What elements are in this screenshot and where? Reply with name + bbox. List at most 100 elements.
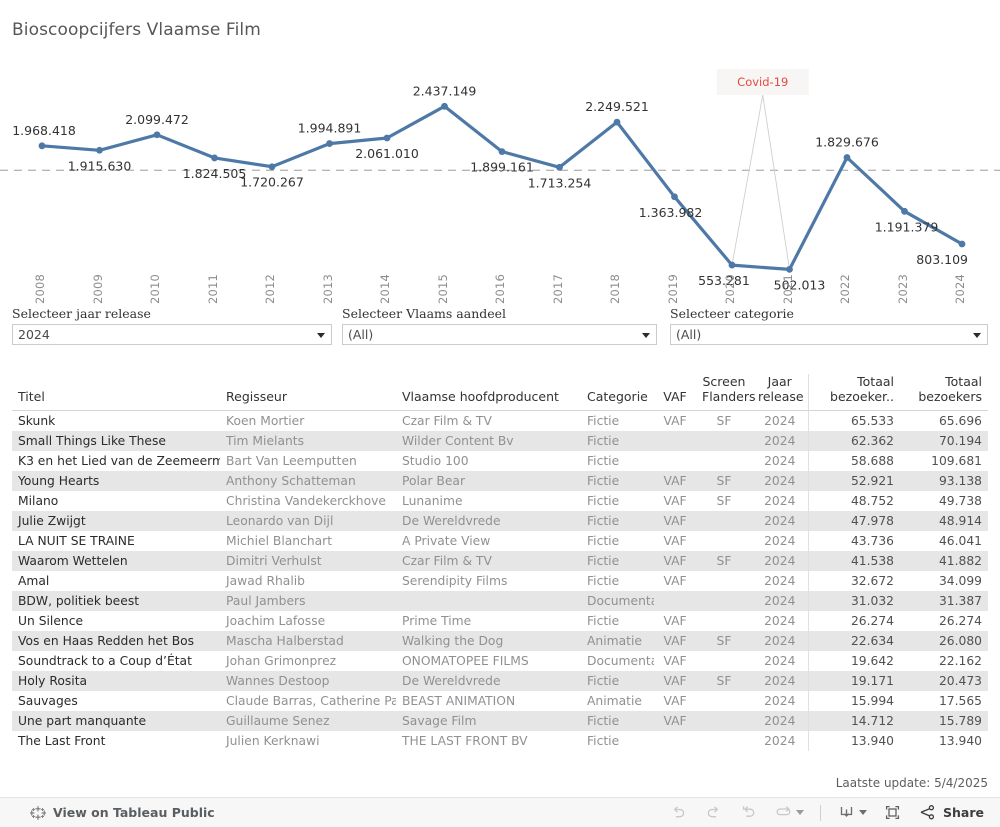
revert-button[interactable] [739,803,758,822]
cell-totaal-bezoekers: 49.738 [938,494,982,508]
cell-regisseur: Johan Grimonprez [226,654,337,668]
table-row[interactable]: Young Hearts Anthony Schatteman Polar Bear… [12,471,988,491]
cell-screen-flanders: SF [716,414,732,428]
filter-vlaams-aandeel-dropdown[interactable]: (All) [342,324,657,345]
table-row[interactable]: LA NUIT SE TRAINE Michiel Blanchart A Priv… [12,531,988,551]
cell-vaf [654,731,696,751]
table-row[interactable]: Soundtrack to a Coup d’État Johan Grimonp… [12,651,988,671]
refresh-button[interactable] [774,803,805,822]
cell-jaar-release: 2024 [764,694,796,708]
cell-titel: Une part manquante [12,711,220,731]
col-header-screen-flanders[interactable]: Screen Flanders [696,374,756,411]
x-axis-tick-2022: 2022 [838,273,852,304]
cell-categorie: Fictie [587,734,620,748]
col-header-vaf[interactable]: VAF [654,374,696,411]
table-row[interactable]: Une part manquante Guillaume Senez Savage … [12,711,988,731]
cell-totaal-bezoekers-trunc: 47.978 [807,511,900,531]
col-header-totaal-bezoekers-trunc[interactable]: Totaal bezoeker.. [807,374,900,411]
cell-titel: Vos en Haas Redden het Bos [12,631,220,651]
caret-down-icon[interactable] [796,810,805,815]
cell-totaal-bezoekers: 93.138 [900,471,988,491]
undo-button[interactable] [669,803,688,822]
cell-vaf [654,591,696,611]
cell-totaal-bezoekers: 17.565 [938,694,982,708]
table-row[interactable]: Skunk Koen Mortier Czar Film & TV Fictie VAF… [12,410,988,431]
cell-totaal-bezoekers-trunc: 13.940 [807,731,900,751]
cell-titel: BDW, politiek beest [12,591,220,611]
table-row[interactable]: Milano Christina Vandekerckhove Lunanime Fi… [12,491,988,511]
cell-regisseur: Joachim Lafosse [226,614,326,628]
cell-jaar-release: 2024 [764,614,796,628]
cell-totaal-bezoekers: 22.162 [938,654,982,668]
svg-text:2.437.149: 2.437.149 [413,83,477,98]
cell-totaal-bezoekers: 31.387 [900,591,988,611]
cell-vaf [654,431,696,451]
svg-text:1.720.267: 1.720.267 [240,175,304,190]
last-update-text: Laatste update: 5/4/2025 [835,776,988,790]
redo-button[interactable] [704,803,723,822]
cell-totaal-bezoekers-trunc: 48.752 [807,491,900,511]
cell-categorie: Fictie [581,431,654,451]
col-header-jaar-release[interactable]: Jaar release [752,374,808,411]
share-button[interactable]: Share [918,803,984,822]
table-row[interactable]: Julie Zwijgt Leonardo van Dijl De Wereldvr… [12,511,988,531]
tableau-logo-icon [30,805,46,821]
cell-totaal-bezoekers-trunc: 65.533 [807,410,900,431]
cell-categorie: Fictie [587,574,620,588]
cell-totaal-bezoekers: 13.940 [938,734,982,748]
col-header-totaal-bezoekers[interactable]: Totaal bezoekers [900,374,988,411]
cell-jaar-release: 2024 [752,431,808,451]
cell-producent: BEAST ANIMATION [402,694,516,708]
table-row[interactable]: Vos en Haas Redden het Bos Mascha Halbers… [12,631,988,651]
cell-producent: Serendipity Films [402,574,508,588]
cell-titel: Holy Rosita [12,671,220,691]
table-row[interactable]: K3 en het Lied van de Zeemeermin Bart Van… [12,451,988,471]
x-axis-tick-2011: 2011 [205,273,220,304]
cell-categorie: Fictie [587,494,620,508]
cell-totaal-bezoekers: 26.274 [938,614,982,628]
cell-totaal-bezoekers-trunc: 19.171 [807,671,900,691]
x-axis-tick-2017: 2017 [550,273,565,304]
cell-categorie: Fictie [587,454,620,468]
fullscreen-button[interactable] [883,803,902,822]
cell-screen-flanders [696,531,752,551]
cell-jaar-release: 2024 [752,511,808,531]
cell-totaal-bezoekers-trunc: 14.712 [807,711,900,731]
cell-vaf: VAF [654,511,696,531]
table-row[interactable]: Sauvages Claude Barras, Catherine Paillé B… [12,691,988,711]
share-icon [918,803,937,822]
filter-categorie-dropdown[interactable]: (All) [670,324,988,345]
cell-jaar-release: 2024 [764,734,796,748]
table-row[interactable]: The Last Front Julien Kerknawi THE LAST FR… [12,731,988,751]
cell-regisseur: Michiel Blanchart [226,534,333,548]
cell-titel: Waarom Wettelen [12,551,220,571]
table-row[interactable]: Small Things Like These Tim Mielants Wilde… [12,431,988,451]
table-row[interactable]: Un Silence Joachim Lafosse Prime Time Ficti… [12,611,988,631]
filter-categorie: Selecteer categorie (All) [670,306,988,345]
svg-text:1.994.891: 1.994.891 [298,121,362,136]
cell-jaar-release: 2024 [764,414,796,428]
download-icon [837,803,856,822]
cell-totaal-bezoekers: 48.914 [900,511,988,531]
svg-text:803.109: 803.109 [916,252,968,267]
chevron-down-icon [973,332,981,338]
col-header-titel[interactable]: Titel [12,374,220,411]
filter-categorie-value: (All) [676,327,702,342]
view-on-tableau-public-button[interactable]: View on Tableau Public [0,805,215,821]
caret-down-icon[interactable] [859,810,868,815]
table-row[interactable]: Holy Rosita Wannes Destoop De Wereldvrede F… [12,671,988,691]
col-header-regisseur[interactable]: Regisseur [220,374,396,411]
cell-titel: Amal [18,574,50,588]
filter-jaar-release-dropdown[interactable]: 2024 [12,324,332,345]
cell-categorie: Fictie [581,671,654,691]
table-row[interactable]: Amal Jawad Rhalib Serendipity Films Fictie V… [12,571,988,591]
table-row[interactable]: Waarom Wettelen Dimitri Verhulst Czar Film… [12,551,988,571]
download-button[interactable] [837,803,868,822]
col-header-categorie[interactable]: Categorie [581,374,654,411]
cell-producent: Walking the Dog [396,631,581,651]
cell-regisseur: Julien Kerknawi [226,734,320,748]
col-header-producent[interactable]: Vlaamse hoofdproducent [396,374,581,411]
cell-titel: Skunk [18,414,56,428]
